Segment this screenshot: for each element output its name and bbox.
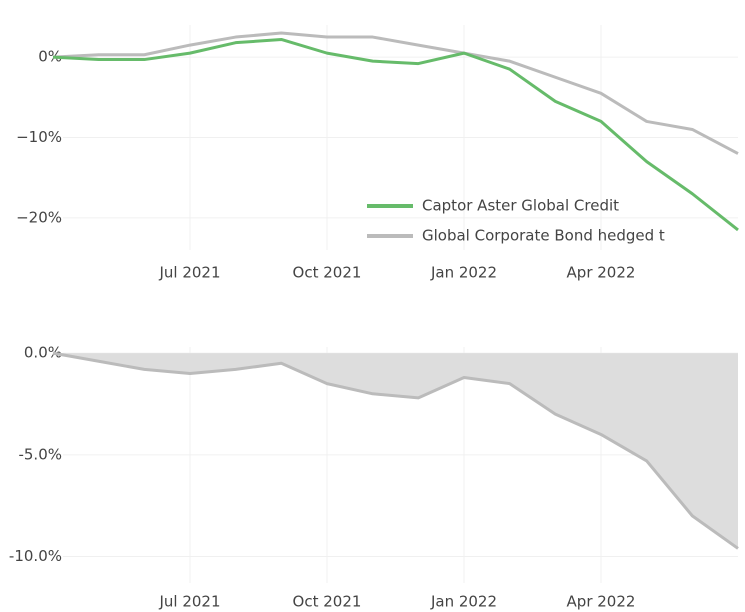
y-tick-label: −20% (16, 208, 62, 226)
y-tick-label: 0.0% (24, 344, 62, 362)
line-series (52, 31, 739, 155)
x-tick-label: Oct 2021 (293, 264, 362, 282)
x-tick-label: Apr 2022 (567, 593, 636, 611)
y-tick-label: 0% (38, 48, 62, 66)
legend-label: Global Corporate Bond hedged t (422, 227, 665, 245)
line-series (52, 37, 739, 232)
x-tick-label: Jan 2022 (430, 593, 497, 611)
x-tick-label: Jan 2022 (430, 264, 497, 282)
y-tick-label: -10.0% (9, 547, 62, 565)
x-tick-label: Jul 2021 (158, 264, 220, 282)
x-tick-label: Apr 2022 (567, 264, 636, 282)
legend-label: Captor Aster Global Credit (422, 197, 619, 215)
line-series (52, 351, 739, 550)
area-fill (53, 353, 738, 549)
y-tick-label: −10% (16, 128, 62, 146)
x-tick-label: Oct 2021 (293, 593, 362, 611)
x-tick-label: Jul 2021 (158, 593, 220, 611)
y-tick-label: -5.0% (18, 445, 62, 463)
